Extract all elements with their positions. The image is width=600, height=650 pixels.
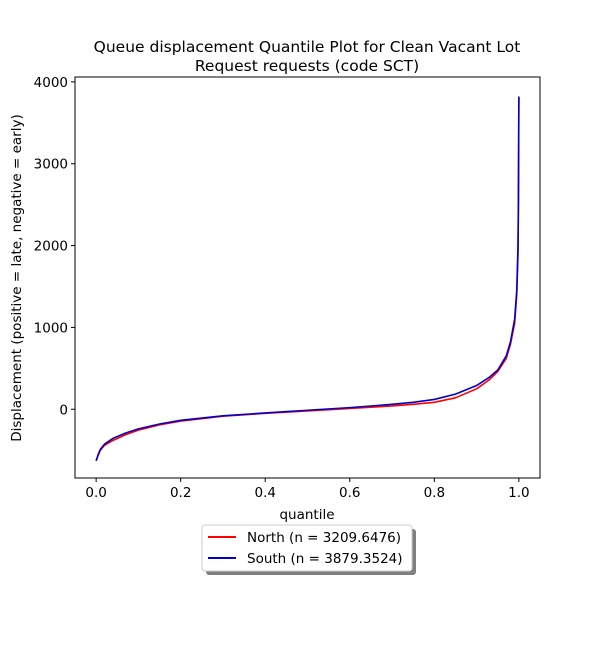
x-tick-label: 0.0	[85, 485, 106, 501]
y-axis-label: Displacement (positive = late, negative …	[9, 114, 25, 442]
y-tick-label: 0	[59, 402, 68, 418]
series-lines	[95, 96, 520, 462]
x-axis-label: quantile	[279, 507, 334, 523]
legend-label-south: South (n = 3879.3524)	[247, 551, 403, 567]
x-tick-label: 0.6	[339, 485, 360, 501]
chart-title-line-2: Request requests (code SCT)	[195, 57, 419, 75]
legend: North (n = 3209.6476) South (n = 3879.35…	[201, 524, 416, 575]
y-tick-label: 4000	[34, 75, 68, 91]
legend-box	[201, 524, 413, 572]
plot-frame	[74, 76, 541, 479]
x-tick-label: 0.2	[170, 485, 191, 501]
y-tick-label: 1000	[34, 320, 68, 336]
x-tick-label: 0.4	[254, 485, 275, 501]
axis-ticks: 0.0 0.2 0.4 0.6 0.8 1.0 0 1000 2000 3000 4000	[34, 75, 530, 501]
chart-title-line-1: Queue displacement Quantile Plot for Cle…	[94, 38, 521, 56]
series-line-south	[95, 96, 520, 462]
y-tick-label: 3000	[34, 157, 68, 173]
legend-label-north: North (n = 3209.6476)	[247, 530, 401, 546]
y-tick-label: 2000	[34, 239, 68, 255]
series-line-north	[95, 96, 520, 462]
x-tick-label: 0.8	[424, 485, 445, 501]
x-tick-label: 1.0	[508, 485, 529, 501]
